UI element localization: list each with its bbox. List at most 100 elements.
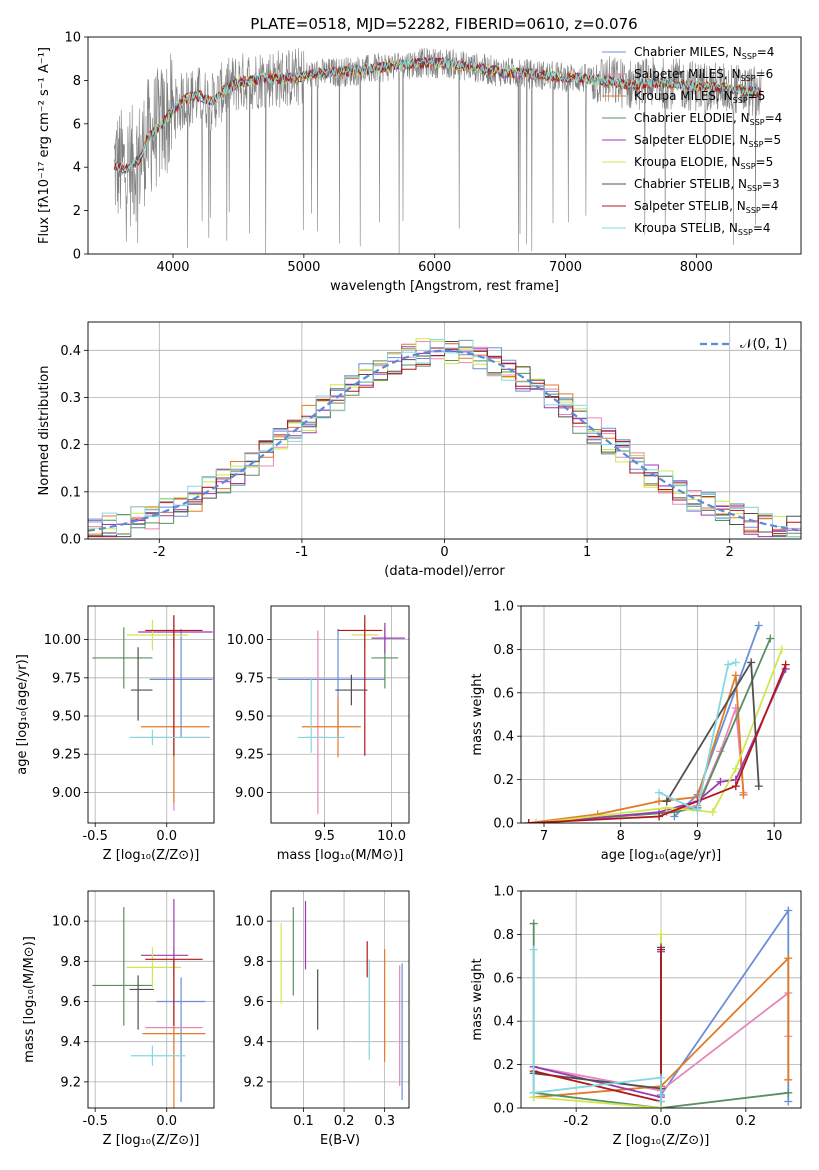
legend-subscript: SSP <box>733 96 748 105</box>
legend-label: Chabrier MILES, NSSP=4 <box>634 45 774 61</box>
legend-label: Kroupa STELIB, NSSP=4 <box>634 221 771 237</box>
tick-label-x: 0.3 <box>374 1114 395 1129</box>
axes-frame <box>87 605 215 824</box>
tick-label-x: 0.2 <box>334 1114 355 1129</box>
series-point <box>724 660 733 669</box>
x-axis-label: Z [log₁₀(Z/Z⊙)] <box>103 848 200 863</box>
legend-label: Salpeter MILES, NSSP=6 <box>634 67 773 83</box>
legend-value: =4 <box>753 221 771 235</box>
tick-label-y: 1.0 <box>493 885 514 900</box>
tick-label-x: 7 <box>540 829 548 844</box>
legend-subscript: SSP <box>742 52 757 61</box>
tick-label-y: 9.25 <box>235 748 264 763</box>
tick-label-y: 10.0 <box>52 915 81 930</box>
tick-label-y: 9.25 <box>52 748 81 763</box>
tick-label-y: 0.0 <box>493 1102 514 1117</box>
plot-area <box>92 899 206 1108</box>
tick-label-y: 9.8 <box>60 955 81 970</box>
series-point <box>731 764 740 773</box>
axes-mass-weight-vs-age: 7 8 9 10 0.0 0.2 0.4 0.6 0.8 1.0 age [log₁₀(age/yr… <box>470 600 802 863</box>
grid <box>521 605 801 824</box>
tick-label-y: 9.50 <box>235 710 264 725</box>
tick-label-x: 6000 <box>418 260 451 275</box>
tick-label-y: 0.3 <box>60 391 81 406</box>
plot-area <box>524 621 790 823</box>
series-point <box>708 808 717 817</box>
grid <box>88 891 214 1108</box>
legend-subscript: SSP <box>750 118 765 127</box>
grid <box>271 891 409 1108</box>
tick-label-x: 2 <box>726 545 734 560</box>
series-point <box>655 788 664 797</box>
y-axis-label: mass weight <box>470 958 485 1040</box>
series-point <box>529 919 538 928</box>
legend-value: =4 <box>765 111 783 125</box>
x-axis-label: mass [log₁₀(M/M⊙)] <box>277 848 404 863</box>
series-point <box>524 819 533 823</box>
series-point <box>731 658 740 667</box>
x-axis-label: (data-model)/error <box>384 564 505 579</box>
series-point <box>657 1097 665 1106</box>
series-point <box>747 658 756 667</box>
tick-label-y: 0.6 <box>493 686 514 701</box>
tick-label-y: 9.00 <box>235 786 264 801</box>
series-point <box>731 671 740 680</box>
series-point <box>784 1088 793 1097</box>
tick-label-x: 9.5 <box>314 829 335 844</box>
series-line <box>528 675 745 823</box>
legend-label: Kroupa MILES, NSSP=5 <box>634 89 765 105</box>
tick-label-y: 10.00 <box>44 633 81 648</box>
tick-label-y: 1.0 <box>493 600 514 615</box>
y-axis-label: Normed distribution <box>37 366 52 496</box>
axes-residuals: -2 -1 0 1 2 0.0 0.1 0.2 0.3 0.4 (data-model)/error… <box>37 321 802 579</box>
histogram-steps <box>88 339 801 538</box>
plot-area <box>113 47 763 254</box>
plot-area <box>529 906 793 1108</box>
axes-frame <box>270 605 410 824</box>
legend-text: Chabrier ELODIE, N <box>634 111 750 125</box>
x-axis-label: Z [log₁₀(Z/Z⊙)] <box>103 1133 200 1148</box>
tick-label-y: 9.2 <box>243 1075 264 1090</box>
tick-label-x: 8000 <box>680 260 713 275</box>
tick-label-y: 9.8 <box>243 955 264 970</box>
legend-label: Chabrier ELODIE, NSSP=4 <box>634 111 782 127</box>
legend-text: Salpeter STELIB, N <box>634 199 746 213</box>
model-spectrum-line <box>113 57 762 173</box>
tick-label-x: 0.2 <box>736 1114 757 1129</box>
series-line <box>660 907 790 1102</box>
axes-mass-vs-EBV: 0.1 0.2 0.3 9.2 9.4 9.6 9.8 10.0 E(B-V) <box>235 890 410 1148</box>
y-axis-label: mass weight <box>470 673 485 755</box>
tick-label-x: 10.0 <box>377 829 406 844</box>
series-line <box>666 707 745 813</box>
series-line <box>536 668 787 823</box>
series-point <box>655 812 664 821</box>
series-point <box>529 1088 538 1097</box>
axes-frame <box>520 605 802 824</box>
tick-label-y: 0.2 <box>493 1058 514 1073</box>
series-point <box>529 945 538 954</box>
legend-text: Kroupa MILES, N <box>634 89 733 103</box>
x-axis-label: age [log₁₀(age/yr)] <box>601 848 722 863</box>
legend-value: =5 <box>748 89 766 103</box>
tick-label-y: 0.2 <box>60 438 81 453</box>
series-point <box>739 790 748 799</box>
tick-label-y: 9.6 <box>60 995 81 1010</box>
figure-title: PLATE=0518, MJD=52282, FIBERID=0610, z=0… <box>250 15 637 33</box>
series-point <box>662 797 671 806</box>
tick-label-x: -0.5 <box>82 1114 107 1129</box>
series-line <box>533 956 790 1099</box>
tick-label-y: 9.75 <box>52 671 81 686</box>
tick-label-x: 0.1 <box>293 1114 314 1129</box>
legend-subscript: SSP <box>747 184 762 193</box>
legend-subscript: SSP <box>741 74 756 83</box>
x-axis-label: Z [log₁₀(Z/Z⊙)] <box>613 1133 710 1148</box>
tick-label-y: 0.8 <box>493 928 514 943</box>
tick-label-x: 0.0 <box>156 1114 177 1129</box>
legend-subscript: SSP <box>738 228 753 237</box>
tick-label-x: 4000 <box>156 260 189 275</box>
axes-frame <box>87 890 215 1109</box>
tick-label-y: 9.75 <box>235 671 264 686</box>
axes-age-vs-mass: 9.5 10.0 9.00 9.25 9.50 9.75 10.00 mass [log₁₀(… <box>227 605 410 863</box>
series-point <box>766 634 775 643</box>
tick-label-x: -0.2 <box>563 1114 588 1129</box>
